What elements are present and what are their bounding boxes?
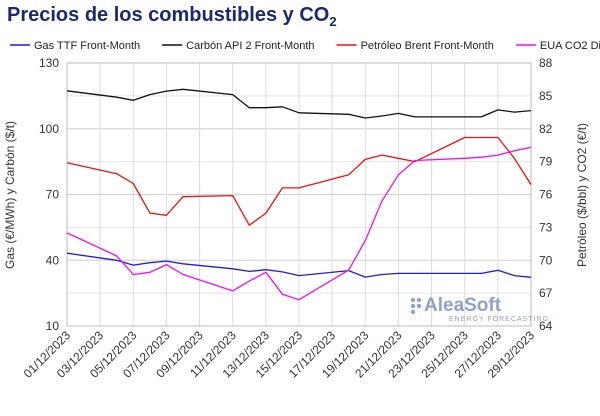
chart-title-text: Precios de los combustibles y CO [7, 4, 330, 26]
right-tick-label: 70 [539, 253, 553, 267]
watermark-logo: AleaSoft ENERGY FORECASTING [410, 295, 549, 323]
x-axis-ticks: 01/12/202303/12/202305/12/202307/12/2023… [21, 328, 538, 381]
gridlines [66, 62, 532, 327]
series-line [66, 88, 532, 119]
logo-dot-icon [410, 303, 416, 309]
legend: Gas TTF Front-Month Carbón API 2 Front-Mo… [10, 40, 600, 52]
series-line [66, 136, 532, 226]
left-axis-label: Gas (€/MWh) y Carbón ($/t) [3, 121, 17, 269]
watermark-tagline: ENERGY FORECASTING [449, 316, 549, 323]
right-tick-label: 76 [539, 188, 553, 202]
logo-dot-icon [416, 303, 422, 309]
left-tick-label: 40 [46, 253, 60, 267]
legend-label: Carbón API 2 Front-Month [186, 40, 314, 52]
right-tick-label: 82 [539, 122, 553, 136]
right-tick-label: 73 [539, 220, 553, 234]
left-tick-label: 100 [39, 122, 59, 136]
right-tick-label: 79 [539, 155, 553, 169]
legend-label: Gas TTF Front-Month [34, 40, 140, 52]
left-tick-label: 10 [46, 319, 60, 333]
logo-dot-icon [410, 309, 416, 315]
logo-dot-icon [416, 297, 422, 303]
left-tick-label: 130 [39, 56, 59, 70]
right-axis-label: Petróleo ($/bbl) y CO2 (€/t) [575, 123, 589, 267]
legend-label: Petróleo Brent Front-Month [361, 40, 494, 52]
chart-title: Precios de los combustibles y CO2 [7, 4, 337, 29]
left-tick-label: 70 [46, 188, 60, 202]
chart-title-subscript: 2 [329, 14, 337, 29]
right-axis-ticks: 64 67 70 73 76 79 82 85 88 [539, 56, 553, 333]
left-axis-ticks: 10 40 70 100 130 [39, 56, 59, 333]
series-line [66, 252, 532, 278]
right-tick-label: 64 [539, 319, 553, 333]
right-tick-label: 67 [539, 286, 553, 300]
series-line [66, 146, 532, 301]
watermark-brand: AleaSoft [424, 295, 502, 316]
plot-area-border [66, 62, 532, 327]
legend-label: EUA CO2 Dic-23 [540, 40, 600, 52]
right-tick-label: 88 [539, 56, 553, 70]
right-tick-label: 85 [539, 89, 553, 103]
series-lines [66, 88, 532, 301]
logo-dot-icon [410, 297, 416, 303]
